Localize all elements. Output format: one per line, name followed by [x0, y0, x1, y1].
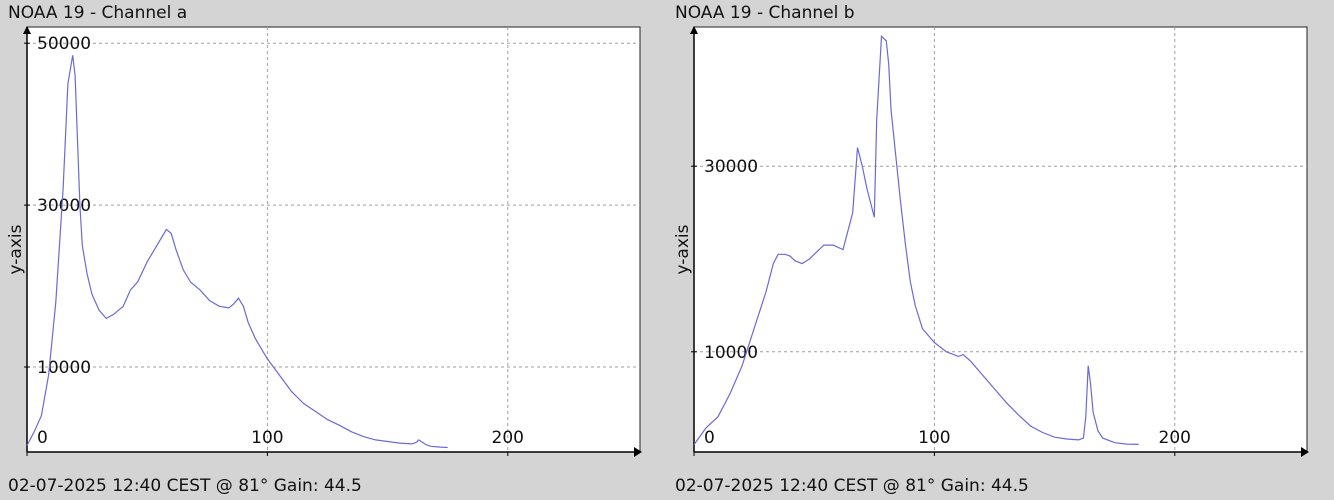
plot-area — [693, 26, 1308, 453]
chart-panel-channel-a: NOAA 19 - Channel a 0 100 200 10000 30000 500… — [6, 3, 642, 496]
series-line — [693, 34, 1139, 445]
chart-title: NOAA 19 - Channel a — [8, 3, 188, 23]
x-tick-label: 200 — [1159, 428, 1191, 448]
y-axis-label: y-axis — [673, 224, 693, 274]
x-tick-label: 0 — [37, 428, 48, 448]
y-tick-label: 10000 — [37, 358, 91, 378]
x-tick-label: 200 — [492, 428, 524, 448]
y-tick-label: 30000 — [37, 196, 91, 216]
pass-info-footer: 02-07-2025 12:40 CEST @ 81° Gain: 44.5 — [675, 476, 1029, 496]
pass-info-footer: 02-07-2025 12:40 CEST @ 81° Gain: 44.5 — [8, 476, 362, 496]
x-axis-arrow — [634, 447, 642, 457]
series-line — [26, 55, 448, 449]
plot-area — [26, 26, 641, 453]
y-axis-label: y-axis — [6, 224, 26, 274]
chart-channel-b: 0 100 200 10000 30000 y-axis — [673, 26, 1309, 457]
x-tick-label: 100 — [251, 428, 283, 448]
y-axis-arrow — [23, 26, 31, 34]
chart-panel-channel-b: NOAA 19 - Channel b 0 100 200 10000 30000 y-a… — [667, 0, 1334, 500]
chart-title: NOAA 19 - Channel b — [675, 3, 855, 23]
x-tick-label: 100 — [918, 428, 950, 448]
y-axis-arrow — [690, 26, 698, 34]
x-tick-label: 0 — [704, 428, 715, 448]
chart-channel-a: 0 100 200 10000 30000 50000 y-axis — [6, 26, 642, 457]
x-axis-arrow — [1301, 447, 1309, 457]
y-tick-label: 10000 — [704, 343, 758, 363]
y-tick-label: 30000 — [704, 157, 758, 177]
y-tick-label: 50000 — [37, 34, 91, 54]
